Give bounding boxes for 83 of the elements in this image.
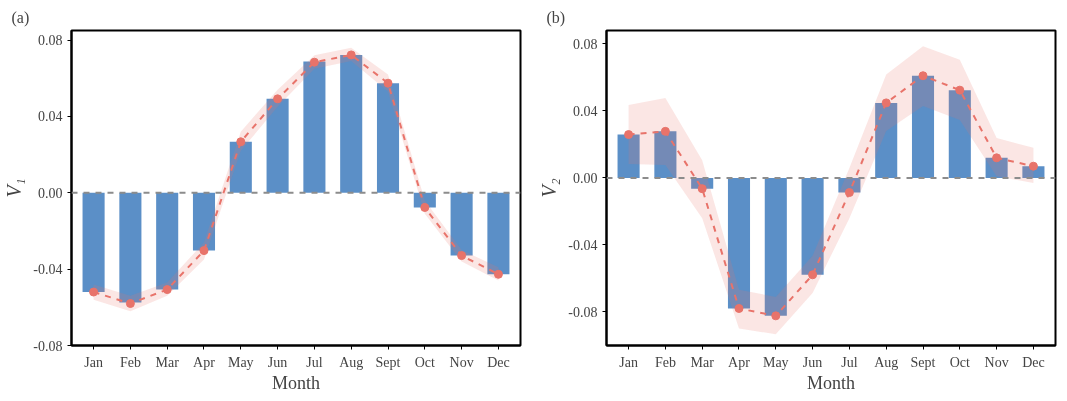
x-tick-label: Oct: [949, 354, 971, 370]
x-tick-label: Jan: [619, 354, 638, 370]
x-tick-label: Jun: [802, 354, 823, 370]
chart-title: (a): [11, 8, 30, 27]
y-tick-label: -0.08: [568, 304, 598, 320]
bar: [192, 192, 216, 251]
x-tick-label: Apr: [193, 354, 216, 370]
x-tick-label: Dec: [1022, 354, 1045, 370]
bar: [617, 134, 640, 178]
x-tick-label: Feb: [119, 354, 141, 370]
bar: [654, 131, 677, 178]
bar: [801, 177, 824, 275]
point: [1028, 161, 1038, 171]
x-tick-label: Jul: [841, 354, 858, 370]
bar: [487, 192, 510, 275]
point: [844, 188, 854, 198]
point: [457, 251, 467, 261]
point: [420, 202, 430, 212]
x-axis-title: Month: [272, 372, 321, 393]
bar: [156, 192, 179, 290]
y-tick-label: 0.00: [38, 185, 63, 201]
bar: [911, 75, 935, 178]
y-tick-label: 0.00: [573, 170, 598, 186]
y-tick-label: -0.04: [568, 237, 598, 253]
x-tick-label: Feb: [654, 354, 676, 370]
point: [493, 269, 503, 279]
point: [309, 57, 319, 67]
bar: [229, 141, 252, 193]
point: [125, 299, 135, 308]
point: [992, 153, 1002, 163]
point: [918, 71, 928, 81]
x-tick-label: Jun: [267, 354, 288, 370]
x-axis-title: Month: [807, 372, 856, 393]
x-tick-label: Aug: [874, 354, 899, 370]
x-tick-label: Oct: [414, 354, 436, 370]
x-tick-label: Apr: [728, 354, 751, 370]
point: [89, 287, 99, 297]
x-tick-label: Aug: [339, 354, 364, 370]
x-tick-label: Jan: [84, 354, 103, 370]
bar: [376, 83, 400, 193]
point: [162, 285, 172, 295]
bar: [303, 61, 326, 193]
y-axis-title: V₁: [3, 178, 26, 198]
y-tick-label: 0.04: [38, 109, 63, 125]
y-tick-label: -0.08: [33, 338, 63, 354]
point: [734, 303, 744, 313]
y-axis-title: V₂: [538, 178, 561, 198]
x-tick-label: Mar: [690, 354, 715, 370]
point: [346, 50, 356, 60]
x-tick-label: May: [762, 354, 789, 370]
x-tick-label: Jul: [306, 354, 323, 370]
x-tick-label: Nov: [449, 354, 474, 370]
bar: [266, 98, 289, 193]
bar: [82, 192, 105, 293]
point: [236, 137, 246, 147]
point: [660, 126, 670, 136]
bar: [727, 177, 751, 309]
point: [199, 246, 209, 256]
x-tick-label: May: [227, 354, 254, 370]
x-tick-label: Mar: [155, 354, 180, 370]
point: [383, 78, 393, 88]
x-tick-label: Nov: [984, 354, 1009, 370]
point: [955, 85, 965, 95]
y-tick-label: 0.04: [573, 103, 598, 119]
bar: [119, 192, 142, 303]
x-tick-label: Dec: [487, 354, 510, 370]
point: [697, 184, 707, 194]
point: [273, 94, 283, 104]
point: [808, 270, 818, 280]
x-tick-label: Sept: [375, 354, 401, 370]
bar: [450, 192, 473, 256]
point: [771, 311, 781, 321]
chart-title: (b): [546, 8, 566, 27]
y-tick-label: 0.08: [38, 33, 63, 49]
bar: [875, 102, 898, 178]
point: [881, 98, 891, 108]
x-tick-label: Sept: [910, 354, 936, 370]
point: [624, 130, 634, 140]
bar: [948, 90, 971, 178]
y-tick-label: -0.04: [33, 262, 63, 278]
bar: [340, 54, 363, 193]
bar: [764, 177, 787, 316]
y-tick-label: 0.08: [573, 36, 598, 52]
